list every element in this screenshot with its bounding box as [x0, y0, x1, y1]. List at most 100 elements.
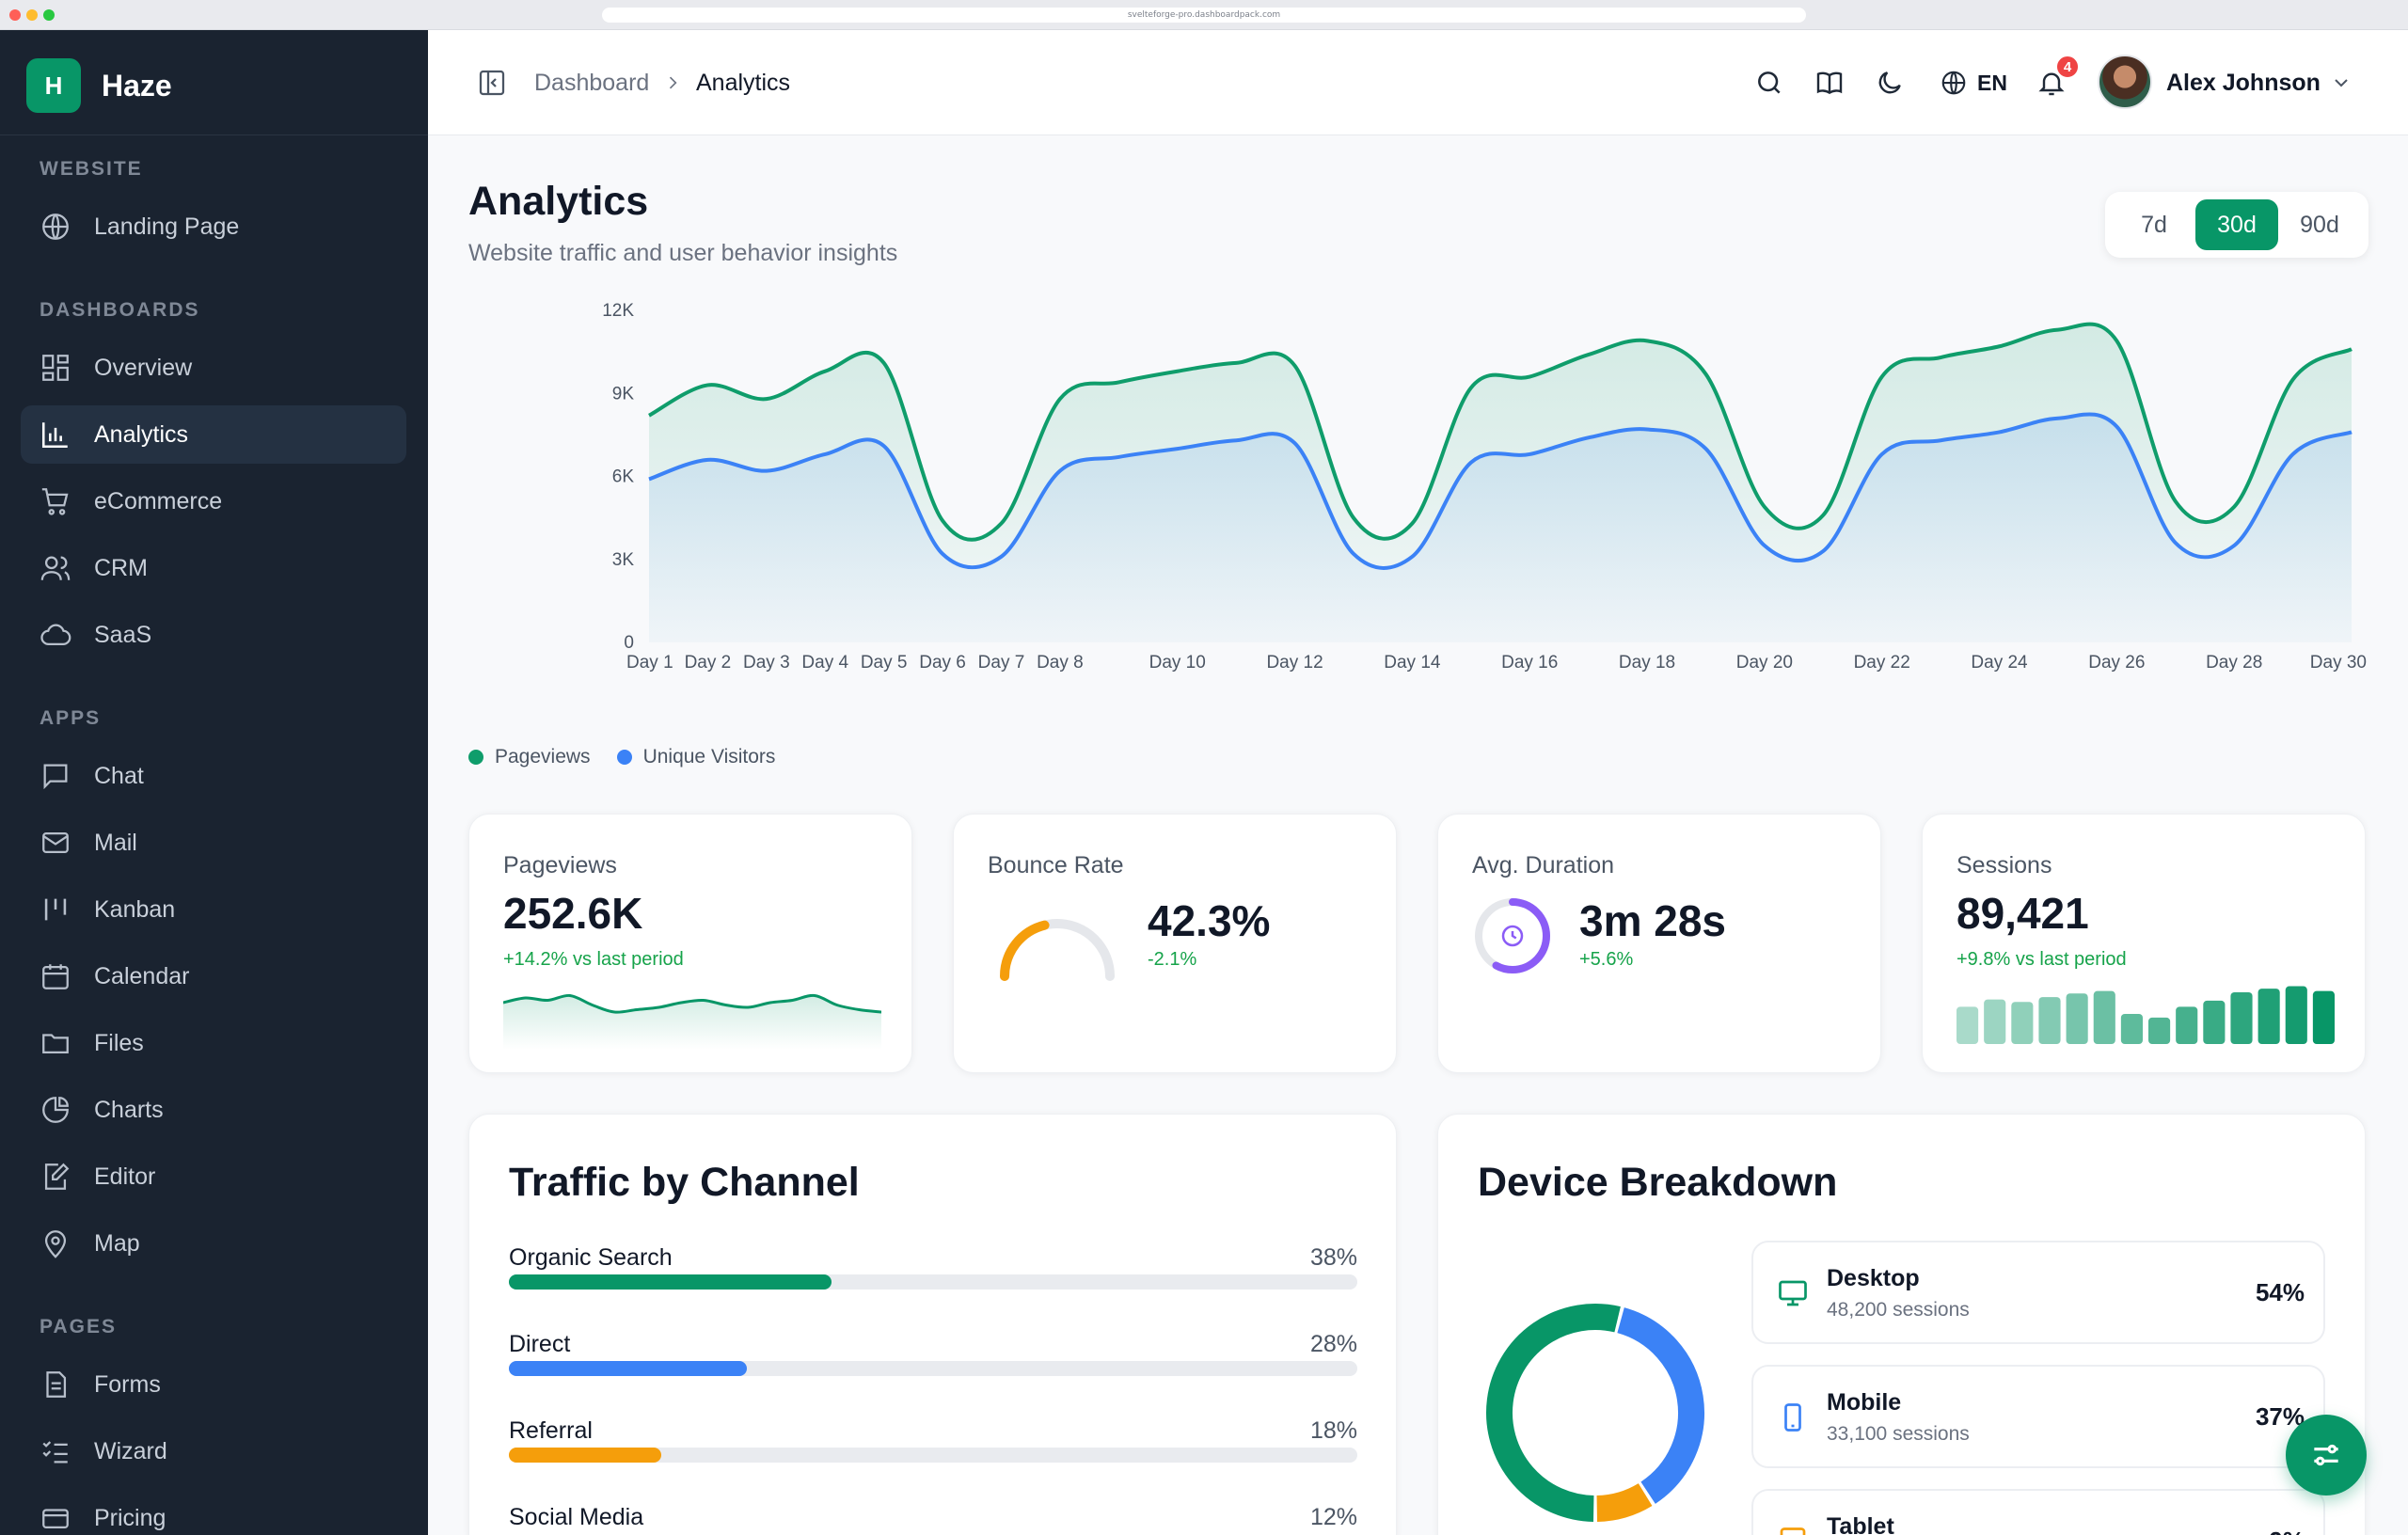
- cloud-icon: [40, 619, 71, 651]
- search-icon[interactable]: [1754, 68, 1784, 98]
- moon-icon[interactable]: [1875, 68, 1905, 98]
- sidebar-section-website: WEBSITE: [40, 158, 143, 180]
- device-item-mobile[interactable]: Mobile 33,100 sessions 37%: [1751, 1365, 2325, 1468]
- sidebar-item-chat[interactable]: Chat: [21, 747, 406, 805]
- sidebar-item-label: Files: [94, 1029, 144, 1056]
- stat-delta: +9.8% vs last period: [1956, 949, 2127, 970]
- sidebar-section-dashboards: DASHBOARDS: [40, 299, 200, 321]
- sessions-bar-chart: [1956, 986, 2335, 1044]
- sidebar-item-map[interactable]: Map: [21, 1214, 406, 1273]
- sidebar-item-pricing[interactable]: Pricing: [21, 1489, 406, 1535]
- device-percent: 9%: [2269, 1527, 2305, 1535]
- address-bar[interactable]: svelteforge-pro.dashboardpack.com: [602, 8, 1806, 23]
- series-line-1: [648, 412, 2353, 570]
- session-bar: [2258, 989, 2280, 1044]
- brand[interactable]: H Haze: [26, 58, 172, 113]
- donut-slice: [1596, 1482, 1653, 1522]
- channel-row-referral: Referral 18%: [509, 1417, 1357, 1464]
- range-7d-button[interactable]: 7d: [2141, 211, 2167, 238]
- sidebar-item-editor[interactable]: Editor: [21, 1147, 406, 1206]
- avatar[interactable]: [2098, 55, 2152, 109]
- range-30d-button[interactable]: 30d: [2195, 199, 2278, 250]
- sidebar-item-label: Analytics: [94, 420, 189, 448]
- sidebar-item-mail[interactable]: Mail: [21, 814, 406, 872]
- y-tick-label: 3K: [612, 550, 635, 570]
- bell-icon[interactable]: [2036, 68, 2067, 98]
- session-bar: [2066, 993, 2088, 1044]
- user-name[interactable]: Alex Johnson: [2166, 69, 2321, 96]
- settings-fab[interactable]: [2286, 1415, 2367, 1495]
- device-item-desktop[interactable]: Desktop 48,200 sessions 54%: [1751, 1241, 2325, 1344]
- page-subtitle: Website traffic and user behavior insigh…: [468, 240, 898, 266]
- x-tick-label: Day 30: [2310, 653, 2367, 673]
- sidebar-item-analytics[interactable]: Analytics: [21, 405, 406, 464]
- channel-track: [509, 1274, 1357, 1290]
- stat-label: Avg. Duration: [1472, 852, 1615, 878]
- chevron-down-icon[interactable]: [2330, 71, 2353, 94]
- sidebar-item-label: Landing Page: [94, 213, 240, 240]
- sidebar-item-files[interactable]: Files: [21, 1014, 406, 1072]
- gauge-fill: [1000, 920, 1050, 981]
- sidebar-item-landing-page[interactable]: Landing Page: [21, 198, 406, 256]
- sidebar-item-label: Map: [94, 1229, 140, 1257]
- x-tick-label: Day 4: [801, 653, 848, 673]
- stat-value: 252.6K: [503, 889, 643, 938]
- sidebar-item-crm[interactable]: CRM: [21, 539, 406, 597]
- language-switcher[interactable]: EN: [1940, 68, 2007, 98]
- clock-icon: [1498, 922, 1527, 950]
- traffic-chart-svg: 0 3K 6K 9K 12K Day 1 Day 2 Day 3 Day 4 Day 5 Day 6…: [602, 301, 2367, 673]
- chart-legend: Pageviews Unique Visitors: [468, 743, 801, 771]
- window-minimize-dot[interactable]: [26, 9, 38, 21]
- sidebar-item-label: SaaS: [94, 621, 152, 648]
- window-close-dot[interactable]: [9, 9, 21, 21]
- x-tick-label: Day 3: [743, 653, 790, 673]
- sparkline-area: [503, 995, 881, 1050]
- channel-track: [509, 1361, 1357, 1376]
- book-icon[interactable]: [1814, 68, 1845, 98]
- sidebar-item-overview[interactable]: Overview: [21, 339, 406, 397]
- x-tick-label: Day 26: [2088, 653, 2145, 673]
- session-bar: [2203, 1000, 2226, 1044]
- legend-item-pageviews[interactable]: Pageviews: [468, 746, 591, 768]
- stat-value: 3m 28s: [1579, 896, 1727, 945]
- x-tick-label: Day 8: [1037, 653, 1084, 673]
- brand-logo: H: [26, 58, 81, 113]
- device-item-tablet[interactable]: Tablet 9%: [1751, 1489, 2325, 1535]
- sidebar: H Haze WEBSITE Landing Page DASHBOARDS O…: [0, 30, 428, 1535]
- cart-icon: [40, 485, 71, 517]
- sidebar-item-calendar[interactable]: Calendar: [21, 947, 406, 1005]
- sidebar-item-kanban[interactable]: Kanban: [21, 880, 406, 939]
- session-bar: [2011, 1002, 2034, 1044]
- x-tick-label: Day 14: [1384, 653, 1441, 673]
- sidebar-item-saas[interactable]: SaaS: [21, 606, 406, 664]
- sidebar-item-wizard[interactable]: Wizard: [21, 1422, 406, 1480]
- sidebar-item-label: Forms: [94, 1370, 161, 1398]
- sidebar-toggle-icon[interactable]: [477, 68, 507, 98]
- stat-delta: +14.2% vs last period: [503, 949, 684, 970]
- sidebar-item-label: Editor: [94, 1163, 156, 1190]
- channel-name: Direct: [509, 1331, 571, 1357]
- range-90d-button[interactable]: 90d: [2300, 211, 2339, 238]
- section-title: Traffic by Channel: [509, 1160, 860, 1205]
- sidebar-item-forms[interactable]: Forms: [21, 1355, 406, 1414]
- folder-icon: [40, 1027, 71, 1059]
- channel-name: Organic Search: [509, 1244, 673, 1271]
- document-icon: [40, 1369, 71, 1400]
- bounce-rate-gauge: [1000, 919, 1115, 981]
- x-tick-label: Day 2: [685, 653, 732, 673]
- stat-card-pageviews: Pageviews 252.6K +14.2% vs last period: [468, 814, 912, 1073]
- sidebar-item-ecommerce[interactable]: eCommerce: [21, 472, 406, 530]
- sidebar-item-label: Overview: [94, 354, 193, 381]
- channel-percent: 12%: [1309, 1504, 1357, 1530]
- bar-chart-icon: [40, 419, 71, 451]
- duration-ring: [1475, 898, 1550, 973]
- device-name: Mobile: [1827, 1389, 1902, 1416]
- x-tick-label: Day 5: [861, 653, 908, 673]
- stat-delta: +5.6%: [1579, 949, 1634, 970]
- sidebar-item-label: Pricing: [94, 1504, 166, 1531]
- window-maximize-dot[interactable]: [43, 9, 55, 21]
- legend-item-unique-visitors[interactable]: Unique Visitors: [616, 746, 775, 768]
- globe-icon: [40, 211, 71, 243]
- sidebar-item-charts[interactable]: Charts: [21, 1081, 406, 1139]
- breadcrumb-dashboard[interactable]: Dashboard: [534, 69, 650, 96]
